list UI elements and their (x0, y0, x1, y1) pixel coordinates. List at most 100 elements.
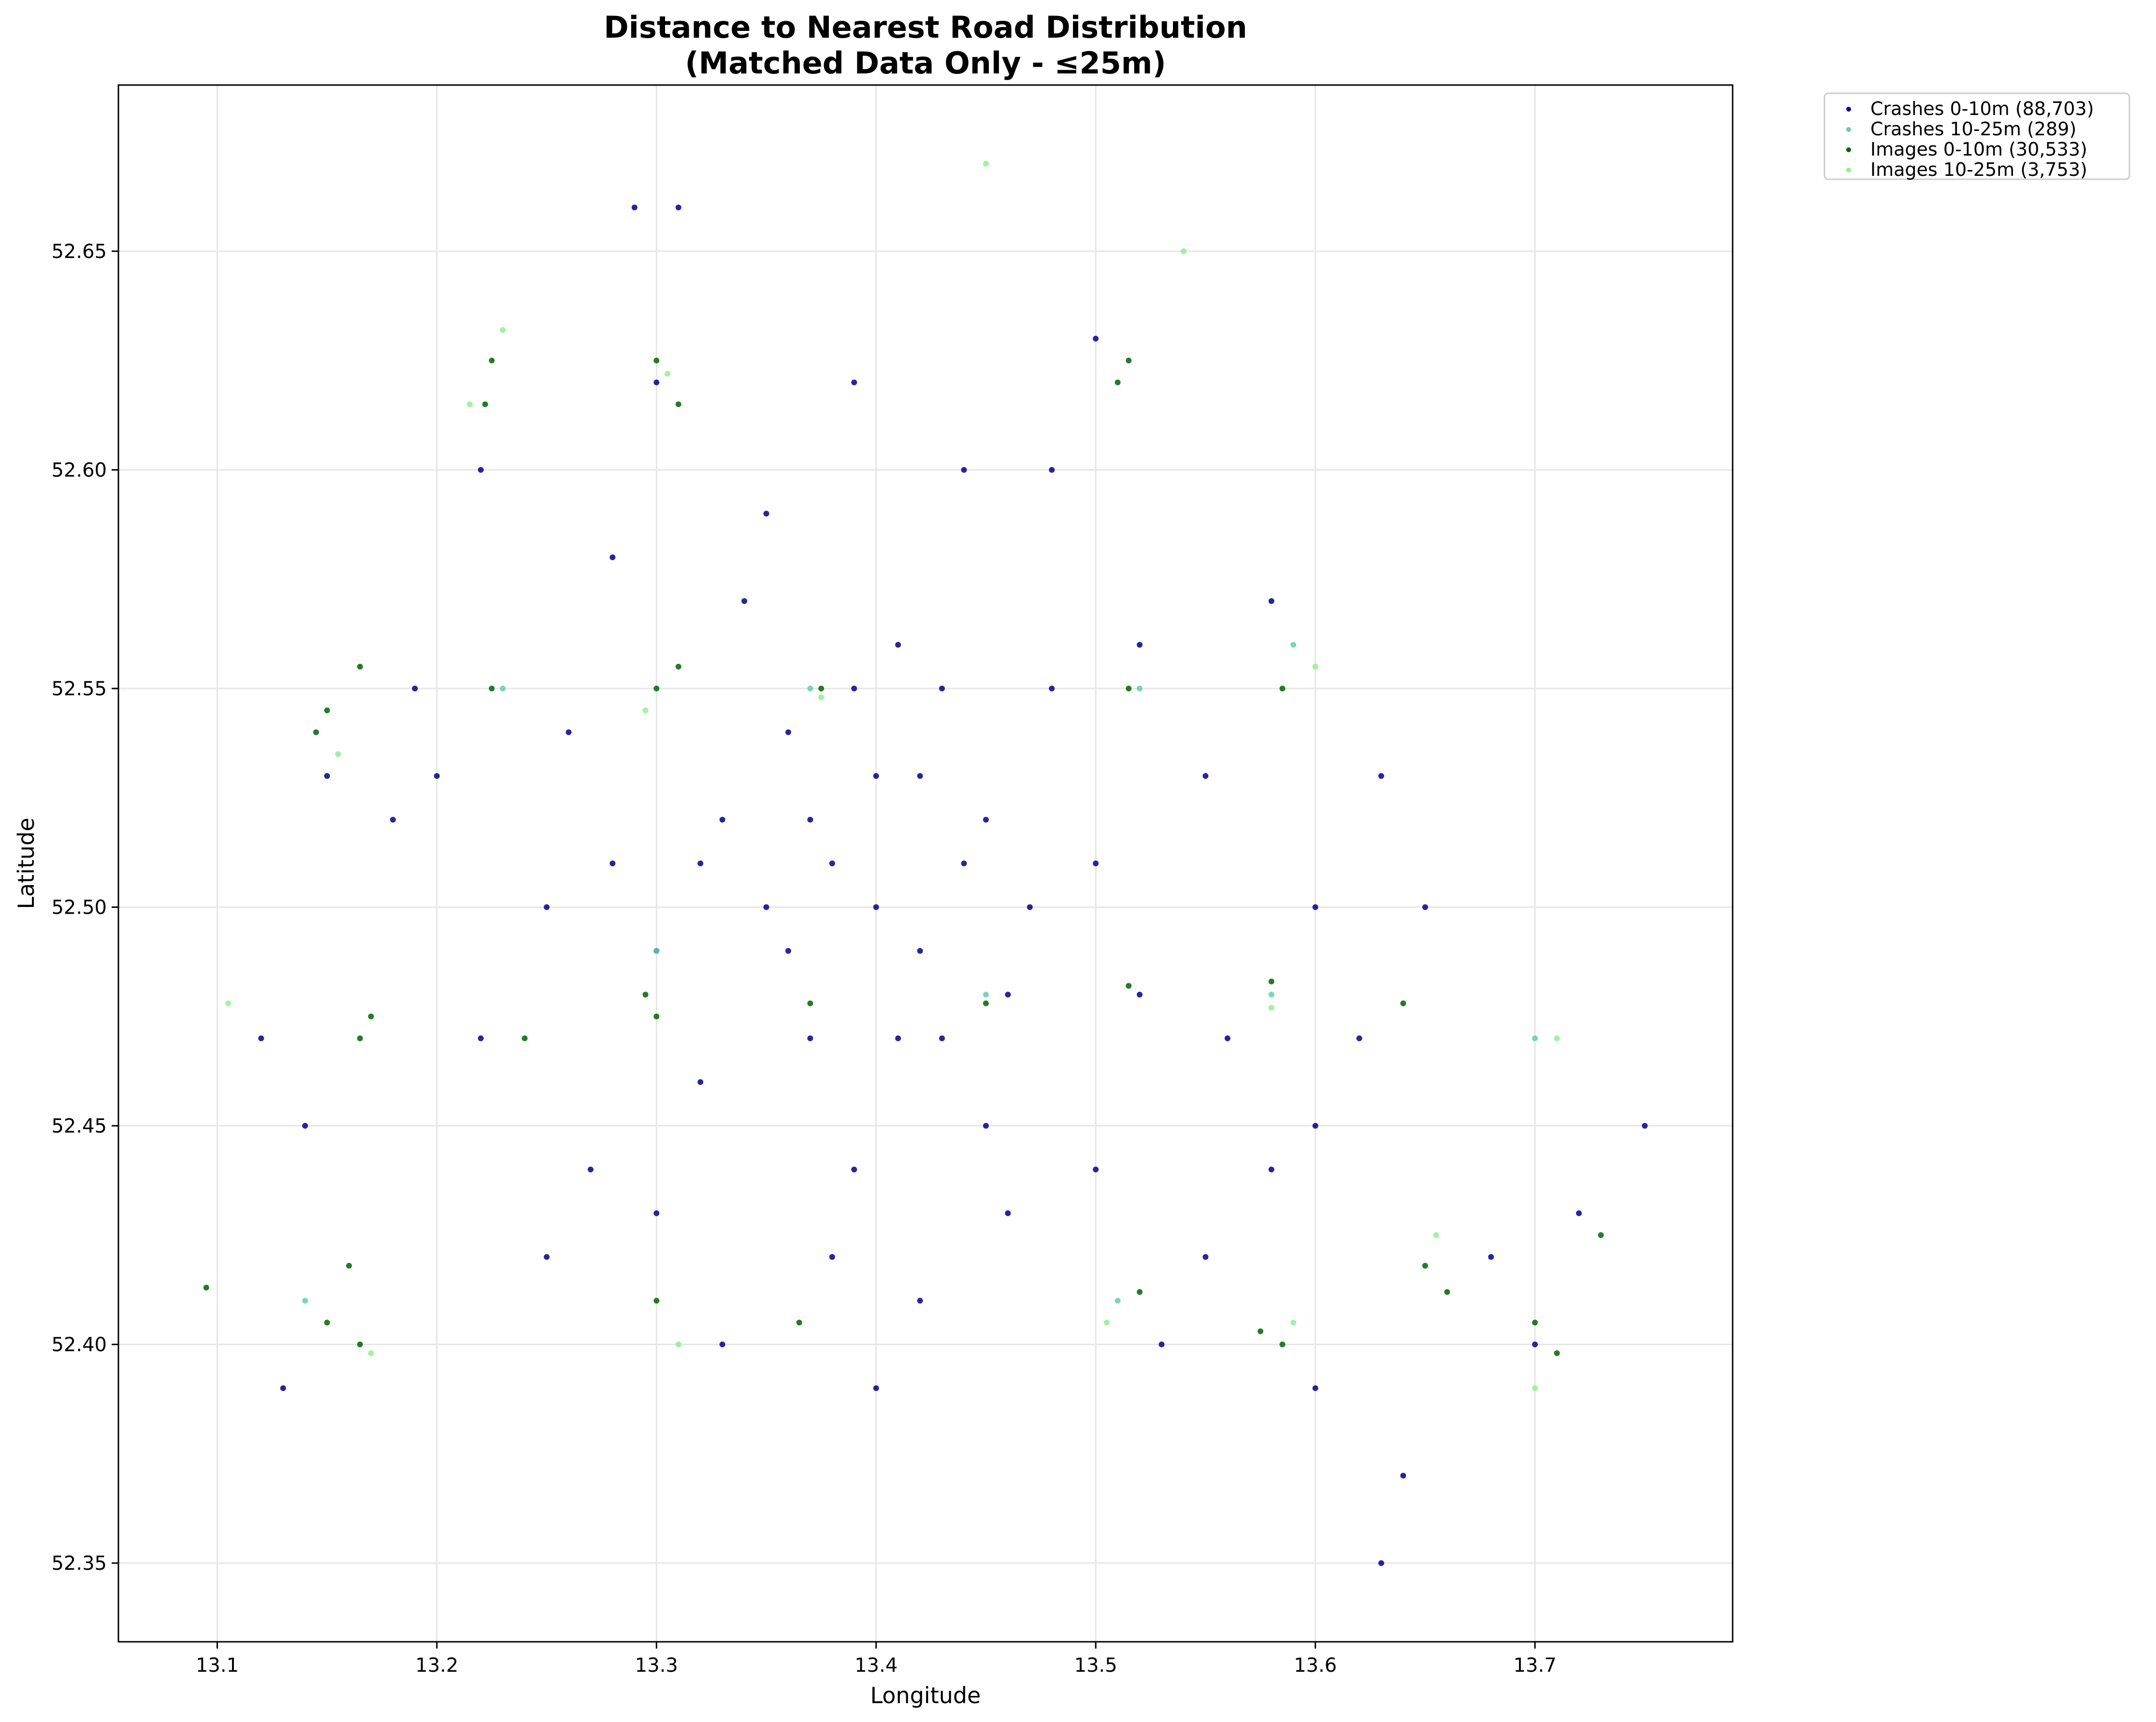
data-point (983, 817, 989, 823)
data-point (544, 904, 550, 910)
data-point (1027, 904, 1033, 910)
legend-label: Crashes 0-10m (88,703) (1870, 98, 2094, 119)
data-point (1005, 991, 1011, 998)
data-point (1114, 379, 1121, 386)
data-point (1279, 1341, 1286, 1348)
data-point (225, 1000, 232, 1006)
data-point (741, 598, 748, 604)
data-point (1114, 1298, 1121, 1304)
data-point (357, 1035, 363, 1042)
data-point (983, 1123, 989, 1129)
legend-frame (1823, 92, 2130, 180)
data-point (500, 685, 506, 691)
data-point (1268, 978, 1274, 985)
x-axis-ticks: 13.1 13.2 13.3 13.4 13.5 13.6 13.7 (196, 1642, 1557, 1677)
data-point (203, 1284, 209, 1291)
data-point (1279, 685, 1286, 691)
data-point (653, 358, 660, 364)
data-point (1422, 1263, 1428, 1269)
data-point (785, 729, 791, 735)
data-point (1137, 642, 1143, 648)
data-point (1554, 1350, 1560, 1356)
data-point (467, 401, 473, 407)
data-point (763, 510, 769, 517)
data-point (719, 1341, 725, 1348)
data-point (1422, 904, 1428, 910)
legend-marker (1846, 168, 1851, 172)
data-point (1290, 642, 1297, 648)
data-point (1268, 1166, 1274, 1173)
data-point (1103, 1320, 1110, 1326)
data-point (1126, 685, 1132, 691)
data-point (1554, 1035, 1560, 1042)
legend-label: Crashes 10-25m (289) (1870, 118, 2076, 140)
data-point (829, 1254, 835, 1260)
data-point (588, 1166, 594, 1173)
data-point (807, 685, 813, 691)
data-point (1532, 1341, 1538, 1348)
data-point (357, 1341, 363, 1348)
data-point (1268, 1004, 1274, 1011)
data-point (324, 773, 330, 779)
data-point (258, 1035, 264, 1042)
data-point (324, 707, 330, 714)
data-point (1532, 1385, 1538, 1392)
data-point (939, 685, 945, 691)
legend: Crashes 0-10m (88,703)Crashes 10-25m (28… (1823, 92, 2130, 180)
data-point (478, 467, 484, 473)
data-point (917, 948, 923, 954)
data-point (675, 1341, 681, 1348)
data-point (653, 1210, 660, 1217)
y-tick-label: 52.45 (51, 1115, 107, 1137)
data-point (961, 861, 967, 866)
y-tick-label: 52.55 (51, 678, 107, 700)
data-point (521, 1035, 528, 1042)
data-point (675, 663, 681, 670)
x-tick-label: 13.1 (196, 1654, 239, 1677)
data-point (719, 817, 725, 823)
data-point (1137, 1289, 1143, 1295)
data-point (1400, 1000, 1406, 1006)
chart-title: Distance to Nearest Road Distribution (604, 10, 1247, 45)
data-point (1312, 904, 1318, 910)
data-point (489, 685, 495, 691)
data-point (1093, 861, 1099, 866)
data-point (917, 1298, 923, 1304)
y-tick-label: 52.35 (51, 1552, 107, 1575)
data-point (697, 861, 704, 866)
data-point (917, 773, 923, 779)
data-point (609, 861, 616, 866)
legend-label: Images 0-10m (30,533) (1870, 139, 2087, 160)
data-point (335, 751, 341, 757)
data-point (1290, 1320, 1297, 1326)
data-point (763, 904, 769, 910)
data-point (1137, 685, 1143, 691)
data-point (1180, 248, 1187, 254)
data-point (1137, 991, 1143, 998)
data-point (1488, 1254, 1494, 1260)
data-point (851, 379, 857, 386)
data-point (1005, 1210, 1011, 1217)
data-point (1312, 1123, 1318, 1129)
data-point (1312, 663, 1318, 670)
plot-frame (117, 84, 1734, 1643)
data-point (697, 1079, 704, 1085)
data-point (1202, 773, 1209, 779)
data-point (961, 467, 967, 473)
data-point (1444, 1289, 1450, 1295)
legend-marker (1846, 107, 1851, 112)
data-point (818, 685, 825, 691)
data-point (609, 554, 616, 560)
data-point (1224, 1035, 1230, 1042)
data-point (1400, 1473, 1406, 1479)
data-point (544, 1254, 550, 1260)
x-tick-label: 13.6 (1294, 1654, 1337, 1677)
scatter-points (203, 160, 1648, 1566)
data-point (1268, 598, 1274, 604)
x-tick-label: 13.3 (635, 1654, 678, 1677)
data-point (500, 327, 506, 333)
data-point (818, 694, 825, 701)
data-point (851, 685, 857, 691)
data-point (390, 817, 396, 823)
